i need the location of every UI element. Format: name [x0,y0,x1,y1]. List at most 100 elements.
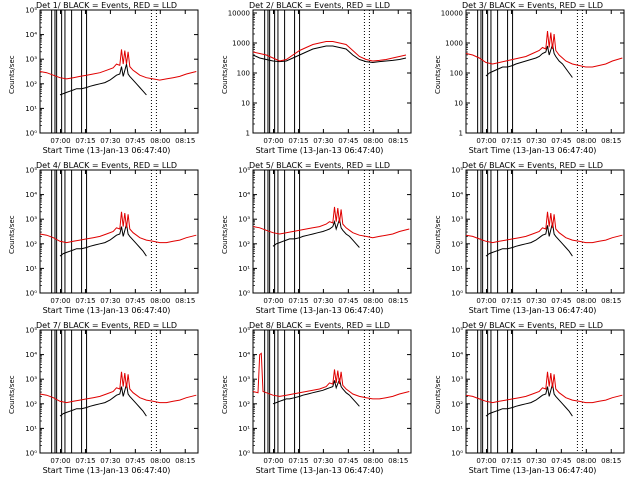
y-tick-label: 10³ [25,216,37,224]
y-tick-label: 10¹ [25,425,37,433]
detector-panel-6: 10⁰ 10¹ 10² 10³ 10⁴ 10⁵ 07:00 07:15 07:30 07:45 08… [426,160,639,320]
y-tick-label: 1 [246,130,250,138]
y-tick-label: 10⁰ [25,130,37,138]
series-line-events [59,223,147,257]
chart-svg: 10⁰ 10¹ 10² 10³ 10⁴ 10⁵ 07:00 07:15 07:30 07:45 08… [238,327,412,465]
detector-panel-8: 10⁰ 10¹ 10² 10³ 10⁴ 10⁵ 07:00 07:15 07:30 07:45 08… [213,320,426,480]
series-line-events [485,222,573,257]
chart-title: Det 8/ BLACK = Events, RED = LLD [249,321,390,330]
x-tick-label: 08:00 [363,137,383,145]
y-tick-label: 10⁴ [25,31,37,39]
x-tick-label: 07:00 [476,137,496,145]
x-tick-label: 07:15 [501,457,521,465]
series-line-events [272,217,360,248]
plot-frame [465,329,625,454]
plot-frame [39,9,199,134]
series-line-lld [252,206,410,239]
y-axis-label: Counts/sec [434,54,442,94]
x-tick-label: 07:30 [100,297,120,305]
chart-title: Det 3/ BLACK = Events, RED = LLD [462,1,603,10]
x-tick-label: 08:00 [363,457,383,465]
x-tick-label: 07:30 [526,457,546,465]
x-tick-label: 08:15 [388,297,408,305]
x-axis-label: Start Time (13-Jan-13 06:47:40) [255,466,384,475]
x-tick-label: 08:15 [175,297,195,305]
y-axis-label: Counts/sec [8,374,16,414]
x-tick-label: 07:00 [263,137,283,145]
y-tick-label: 10¹ [238,425,250,433]
x-axis-label: Start Time (13-Jan-13 06:47:40) [255,306,384,315]
series-line-lld [252,41,407,62]
y-tick-label: 10⁵ [451,167,463,175]
chart-title: Det 6/ BLACK = Events, RED = LLD [462,161,603,170]
y-tick-label: 10⁴ [238,351,250,359]
y-tick-label: 10² [25,400,37,408]
x-tick-label: 07:15 [501,137,521,145]
chart-title: Det 4/ BLACK = Events, RED = LLD [36,161,177,170]
y-tick-label: 10² [25,240,37,248]
x-tick-label: 07:45 [125,297,145,305]
chart-svg: 10⁰ 10¹ 10² 10³ 10⁴ 10⁵ 07:00 07:15 07:30 07:45 08… [25,167,199,305]
x-tick-label: 08:15 [175,137,195,145]
y-tick-label: 10³ [238,376,250,384]
series-line-events [59,63,147,96]
y-tick-label: 10¹ [25,105,37,113]
y-tick-label: 10⁵ [238,167,250,175]
series-line-events [272,377,360,407]
x-tick-label: 07:30 [100,137,120,145]
x-axis-label: Start Time (13-Jan-13 06:47:40) [468,306,597,315]
y-tick-label: 10⁴ [25,351,37,359]
x-tick-label: 07:45 [338,457,358,465]
y-tick-label: 10² [238,400,250,408]
y-tick-label: 10¹ [451,265,463,273]
y-tick-label: 10⁴ [25,191,37,199]
x-tick-label: 07:45 [338,297,358,305]
y-tick-label: 10⁴ [238,191,250,199]
y-tick-label: 10³ [238,216,250,224]
x-tick-label: 07:15 [288,137,308,145]
chart-title: Det 9/ BLACK = Events, RED = LLD [462,321,603,330]
x-axis-label: Start Time (13-Jan-13 06:47:40) [255,146,384,155]
x-tick-label: 08:00 [150,137,170,145]
series-line-lld [39,371,197,404]
y-tick-label: 10² [25,80,37,88]
y-axis-label: Counts/sec [221,374,229,414]
plot-frame [252,9,412,134]
y-tick-label: 10⁵ [25,7,37,15]
chart-svg: 10⁰ 10¹ 10² 10³ 10⁴ 10⁵ 07:00 07:15 07:30 07:45 08… [451,167,625,305]
y-tick-label: 10⁰ [238,450,250,458]
x-tick-label: 08:15 [601,137,621,145]
y-tick-label: 10² [451,240,463,248]
y-tick-label: 1000 [445,40,463,48]
plot-frame [252,169,412,294]
x-axis-label: Start Time (13-Jan-13 06:47:40) [42,146,171,155]
chart-svg: 10⁰ 10¹ 10² 10³ 10⁴ 10⁵ 07:00 07:15 07:30 07:45 08… [238,167,412,305]
y-tick-label: 10000 [228,10,250,18]
x-tick-label: 07:15 [288,457,308,465]
x-tick-label: 07:45 [551,137,571,145]
x-tick-label: 07:45 [125,457,145,465]
x-tick-label: 08:15 [175,457,195,465]
x-tick-label: 07:15 [75,137,95,145]
series-line-lld [39,211,197,244]
chart-title: Det 1/ BLACK = Events, RED = LLD [36,1,177,10]
y-tick-label: 10000 [441,10,463,18]
x-tick-label: 07:00 [50,297,70,305]
plot-frame [39,329,199,454]
y-tick-label: 10⁵ [25,167,37,175]
y-tick-label: 1 [459,130,463,138]
x-tick-label: 07:30 [313,457,333,465]
y-tick-label: 1000 [232,40,250,48]
y-tick-label: 10⁴ [451,351,463,359]
series-line-lld [465,371,623,404]
series-line-events [485,44,573,78]
y-tick-label: 10⁰ [25,450,37,458]
y-axis-label: Counts/sec [221,54,229,94]
y-tick-label: 10⁵ [25,327,37,335]
y-tick-label: 10⁴ [451,191,463,199]
x-tick-label: 07:15 [288,297,308,305]
series-line-lld [39,49,197,81]
y-tick-label: 10¹ [238,265,250,273]
x-tick-label: 07:30 [526,297,546,305]
y-tick-label: 10² [451,400,463,408]
